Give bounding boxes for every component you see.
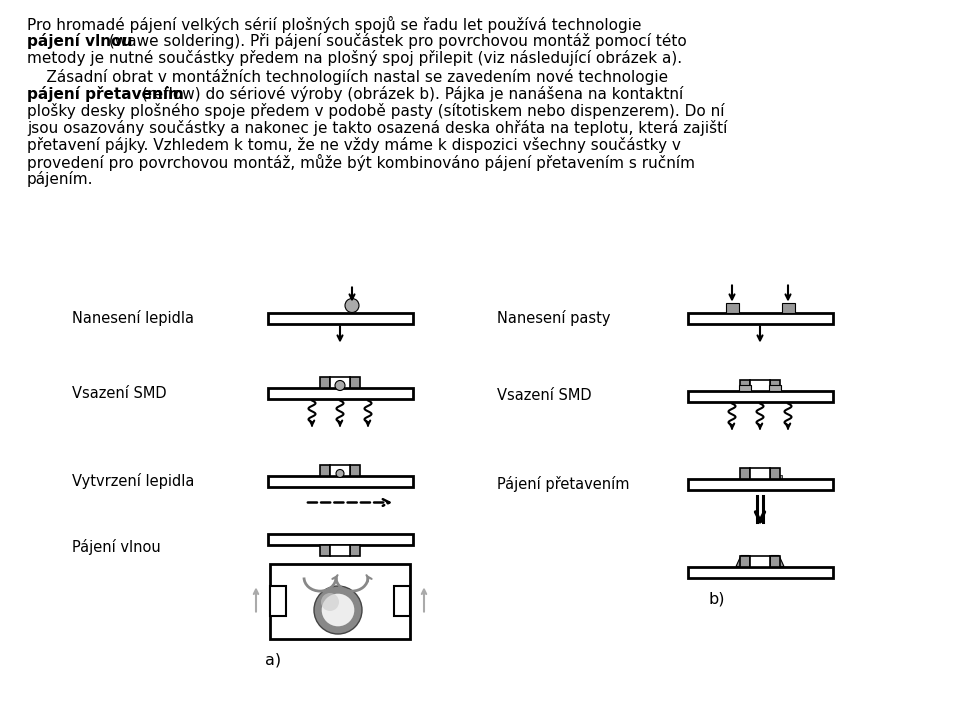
Circle shape bbox=[336, 469, 344, 477]
Text: a): a) bbox=[265, 652, 281, 667]
Bar bbox=[268, 534, 413, 544]
Bar bbox=[268, 388, 413, 398]
Bar bbox=[350, 464, 360, 476]
Polygon shape bbox=[766, 555, 784, 567]
Text: (wawe soldering). Při pájení součástek pro povrchovou montáž pomocí této: (wawe soldering). Při pájení součástek p… bbox=[105, 33, 687, 49]
Circle shape bbox=[327, 601, 343, 616]
Text: provedení pro povrchovou montáž, může být kombinováno pájení přetavením s ručním: provedení pro povrchovou montáž, může bý… bbox=[27, 154, 695, 171]
Text: Vsazení SMD: Vsazení SMD bbox=[497, 388, 591, 403]
Circle shape bbox=[326, 599, 345, 617]
Bar bbox=[740, 468, 750, 479]
Circle shape bbox=[314, 586, 362, 634]
Bar bbox=[687, 390, 832, 401]
Text: Zásadní obrat v montážních technologiích nastal se zavedením nové technologie: Zásadní obrat v montážních technologiích… bbox=[27, 69, 668, 85]
Bar bbox=[270, 586, 286, 616]
Text: přetavení pájky. Vzhledem k tomu, že ne vždy máme k dispozici všechny součástky : přetavení pájky. Vzhledem k tomu, že ne … bbox=[27, 137, 681, 153]
Bar bbox=[320, 544, 330, 555]
Bar bbox=[781, 302, 795, 312]
Text: (reflow) do sériové výroby (obrázek b). Pájka je nanášena na kontaktní: (reflow) do sériové výroby (obrázek b). … bbox=[136, 86, 683, 102]
Text: Nanesení pasty: Nanesení pasty bbox=[497, 310, 611, 326]
Circle shape bbox=[323, 595, 352, 625]
Text: plošky desky plošného spoje předem v podobě pasty (sítotiskem nebo dispenzerem).: plošky desky plošného spoje předem v pod… bbox=[27, 103, 725, 119]
Text: pájením.: pájením. bbox=[27, 171, 93, 187]
Bar bbox=[687, 479, 832, 489]
Bar bbox=[320, 377, 330, 388]
Bar bbox=[350, 377, 360, 388]
Polygon shape bbox=[736, 555, 754, 567]
Bar bbox=[770, 380, 780, 390]
Circle shape bbox=[345, 299, 359, 312]
Bar bbox=[320, 464, 330, 476]
Bar bbox=[394, 586, 410, 616]
Text: b): b) bbox=[708, 591, 725, 607]
Text: Vsazení SMD: Vsazení SMD bbox=[72, 385, 167, 401]
Bar bbox=[769, 385, 781, 390]
Bar bbox=[687, 312, 832, 323]
Bar bbox=[687, 567, 832, 578]
Bar bbox=[268, 476, 413, 487]
Bar bbox=[330, 377, 350, 388]
Text: pájení vlnou: pájení vlnou bbox=[27, 33, 132, 49]
Bar bbox=[750, 468, 770, 479]
Bar bbox=[750, 555, 770, 567]
Circle shape bbox=[335, 380, 345, 390]
Bar bbox=[740, 380, 750, 390]
Bar bbox=[270, 563, 410, 638]
Circle shape bbox=[324, 596, 350, 623]
Bar bbox=[770, 555, 780, 567]
Text: Pájení vlnou: Pájení vlnou bbox=[72, 539, 160, 555]
Text: Nanesení lepidla: Nanesení lepidla bbox=[72, 310, 194, 326]
Bar bbox=[726, 302, 738, 312]
Circle shape bbox=[325, 598, 347, 620]
Circle shape bbox=[324, 597, 348, 621]
Bar bbox=[740, 474, 752, 479]
Text: metody je nutné součástky předem na plošný spoj přilepit (viz následující obráze: metody je nutné součástky předem na ploš… bbox=[27, 50, 683, 66]
Bar bbox=[770, 468, 780, 479]
Text: pájení přetavením: pájení přetavením bbox=[27, 86, 184, 102]
Bar bbox=[330, 464, 350, 476]
Text: jsou osazovány součástky a nakonec je takto osazená deska ohřáta na teplotu, kte: jsou osazovány součástky a nakonec je ta… bbox=[27, 120, 728, 136]
Text: Pro hromadé pájení velkých sérií plošných spojů se řadu let používá technologie: Pro hromadé pájení velkých sérií plošnýc… bbox=[27, 16, 641, 33]
Bar bbox=[770, 474, 782, 479]
Bar bbox=[268, 312, 413, 323]
Bar bbox=[330, 544, 350, 555]
Bar bbox=[740, 555, 750, 567]
Circle shape bbox=[322, 594, 354, 626]
Circle shape bbox=[328, 602, 341, 614]
Text: Vytvrzení lepidla: Vytvrzení lepidla bbox=[72, 473, 194, 489]
Bar bbox=[350, 544, 360, 555]
Text: Pájení přetavením: Pájení přetavením bbox=[497, 476, 630, 492]
Circle shape bbox=[321, 593, 339, 611]
Bar bbox=[739, 385, 751, 390]
Bar bbox=[750, 380, 770, 390]
